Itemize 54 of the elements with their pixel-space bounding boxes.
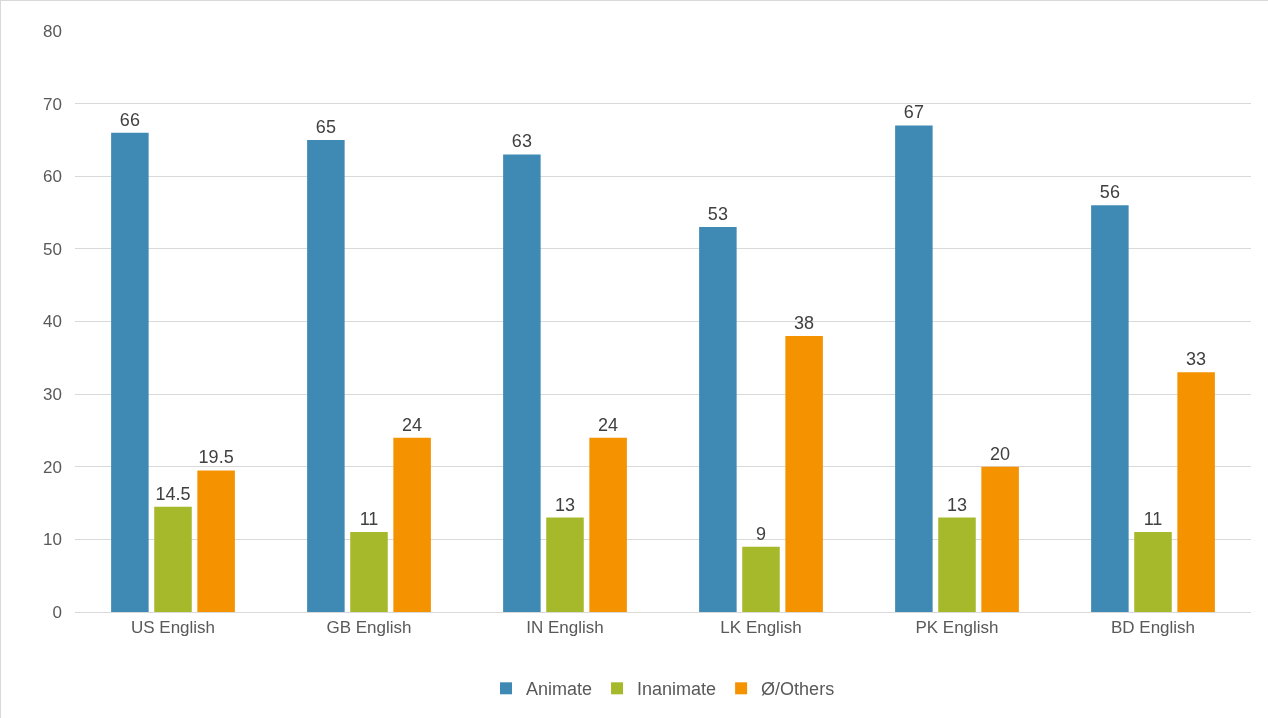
data-label: 19.5 bbox=[198, 447, 234, 468]
data-label: 24 bbox=[402, 414, 423, 435]
x-tick-label: GB English bbox=[326, 618, 412, 638]
bar bbox=[981, 466, 1019, 612]
y-tick-label: 80 bbox=[43, 21, 62, 41]
data-label: 24 bbox=[598, 414, 619, 435]
data-label: 65 bbox=[315, 116, 336, 137]
x-tick-label: BD English bbox=[1110, 618, 1196, 638]
bar bbox=[938, 517, 976, 612]
data-label: 33 bbox=[1186, 349, 1207, 370]
data-label: 14.5 bbox=[155, 483, 191, 504]
data-label: 38 bbox=[794, 313, 815, 334]
bar bbox=[1091, 205, 1129, 612]
y-tick-label: 20 bbox=[43, 457, 62, 477]
bar bbox=[742, 546, 780, 612]
y-tick-label: 10 bbox=[43, 530, 62, 550]
data-label: 11 bbox=[359, 509, 379, 530]
y-tick-label: 40 bbox=[43, 312, 62, 332]
y-tick-label: 0 bbox=[52, 602, 62, 622]
data-label: 13 bbox=[554, 494, 576, 515]
x-tick-label: LK English bbox=[720, 618, 802, 638]
bar bbox=[1177, 372, 1215, 612]
legend-label: Inanimate bbox=[637, 679, 717, 700]
y-tick-label: 50 bbox=[43, 239, 62, 259]
x-tick-label: US English bbox=[130, 618, 216, 638]
bar bbox=[546, 517, 584, 612]
legend-label: Animate bbox=[526, 679, 593, 700]
data-label: 53 bbox=[707, 204, 728, 225]
data-label: 66 bbox=[119, 109, 140, 130]
bar bbox=[895, 125, 933, 612]
bar bbox=[1134, 532, 1172, 612]
data-label: 56 bbox=[1099, 182, 1120, 203]
bar bbox=[503, 154, 541, 612]
data-label: 11 bbox=[1143, 509, 1163, 530]
data-label: 9 bbox=[755, 523, 767, 544]
y-tick-label: 30 bbox=[43, 385, 62, 405]
data-label: 63 bbox=[511, 131, 532, 152]
data-label: 20 bbox=[990, 443, 1011, 464]
data-label: 13 bbox=[946, 494, 968, 515]
y-tick-label: 60 bbox=[43, 167, 62, 187]
bar bbox=[197, 470, 235, 612]
y-tick-label: 70 bbox=[43, 94, 62, 114]
bar bbox=[785, 336, 823, 612]
bar bbox=[154, 506, 192, 612]
x-tick-label: PK English bbox=[915, 618, 999, 638]
bar bbox=[307, 139, 345, 612]
data-label: 67 bbox=[903, 102, 924, 123]
bar bbox=[699, 227, 737, 612]
legend-label: Ø/Others bbox=[761, 679, 835, 700]
bar bbox=[589, 437, 627, 612]
bar bbox=[350, 532, 388, 612]
bar bbox=[111, 132, 149, 612]
x-tick-label: IN English bbox=[526, 618, 604, 638]
bar bbox=[393, 437, 431, 612]
